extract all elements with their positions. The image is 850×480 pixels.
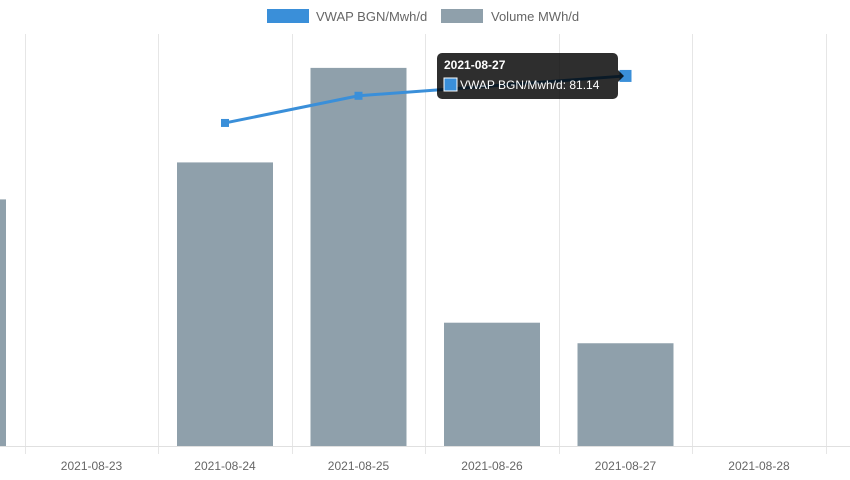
tooltip: 2021-08-27 VWAP BGN/Mwh/d: 81.14 — [437, 53, 624, 99]
legend-label-vwap: VWAP BGN/Mwh/d — [316, 9, 427, 24]
tooltip-label: VWAP BGN/Mwh/d: 81.14 — [460, 78, 600, 92]
volume-bar — [310, 67, 407, 446]
tooltip-swatch — [443, 77, 458, 92]
volume-bars — [0, 67, 674, 446]
x-tick-label: 2021-08-25 — [328, 459, 390, 473]
tooltip-caret — [618, 70, 624, 82]
vwap-point — [354, 91, 363, 100]
x-axis: 2021-08-23 2021-08-24 2021-08-25 2021-08-26… — [61, 459, 790, 473]
x-tick-label: 2021-08-26 — [461, 459, 523, 473]
tooltip-title: 2021-08-27 — [444, 58, 506, 72]
volume-bar — [577, 343, 674, 446]
legend-swatch-vwap — [267, 9, 309, 23]
legend: VWAP BGN/Mwh/d Volume MWh/d — [267, 9, 579, 24]
x-tick-label: 2021-08-23 — [61, 459, 123, 473]
x-tick-label: 2021-08-24 — [194, 459, 256, 473]
volume-bar — [0, 199, 6, 446]
x-tick-label: 2021-08-27 — [595, 459, 657, 473]
grid — [0, 34, 850, 454]
vwap-point — [221, 118, 229, 127]
tooltip-box — [437, 53, 618, 99]
legend-label-volume: Volume MWh/d — [491, 9, 579, 24]
x-tick-label: 2021-08-28 — [728, 459, 790, 473]
volume-bar — [444, 322, 540, 446]
legend-swatch-volume — [441, 9, 483, 23]
volume-bar — [177, 162, 273, 446]
vwap-point — [619, 69, 632, 82]
